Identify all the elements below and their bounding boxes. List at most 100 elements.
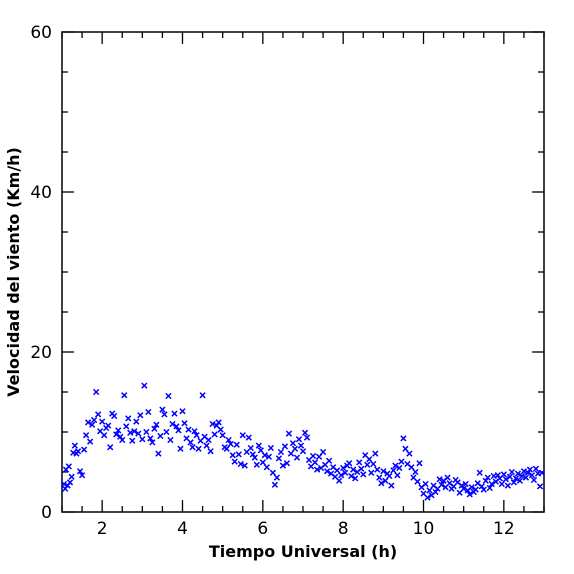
data-point bbox=[436, 476, 443, 483]
data-point bbox=[179, 408, 186, 415]
data-point bbox=[488, 480, 495, 488]
data-point bbox=[211, 431, 218, 438]
data-point bbox=[155, 450, 162, 457]
data-point bbox=[235, 451, 242, 458]
data-point bbox=[506, 473, 513, 480]
data-point bbox=[187, 439, 194, 446]
x-tick-label: 10 bbox=[413, 519, 435, 539]
data-point bbox=[113, 431, 120, 438]
data-point bbox=[159, 406, 166, 413]
data-point bbox=[281, 443, 289, 450]
data-point bbox=[334, 467, 341, 474]
data-point bbox=[207, 448, 214, 455]
data-point bbox=[392, 462, 399, 469]
data-point bbox=[95, 411, 102, 418]
data-point bbox=[217, 426, 224, 433]
data-point bbox=[426, 487, 433, 494]
data-point bbox=[319, 448, 327, 456]
data-point bbox=[265, 453, 272, 460]
data-point bbox=[438, 481, 445, 488]
data-point bbox=[532, 465, 540, 472]
data-point bbox=[500, 471, 507, 478]
data-point bbox=[167, 436, 174, 444]
data-point bbox=[528, 472, 536, 479]
data-point bbox=[137, 412, 144, 419]
data-point bbox=[512, 475, 520, 482]
data-point bbox=[382, 477, 389, 484]
data-point bbox=[165, 392, 172, 400]
data-point bbox=[101, 432, 108, 439]
data-point bbox=[390, 467, 397, 474]
data-point bbox=[504, 482, 511, 489]
data-point bbox=[522, 474, 530, 481]
y-tick-label: 60 bbox=[30, 23, 52, 43]
data-point bbox=[518, 472, 526, 480]
data-point bbox=[303, 434, 311, 441]
data-point bbox=[84, 419, 92, 426]
data-point bbox=[352, 475, 359, 482]
data-point bbox=[484, 474, 491, 481]
data-point bbox=[267, 444, 274, 452]
data-point bbox=[396, 464, 403, 472]
data-point bbox=[263, 464, 270, 471]
data-point bbox=[295, 436, 303, 443]
data-point bbox=[191, 428, 198, 435]
data-point bbox=[203, 442, 210, 449]
data-point bbox=[460, 485, 467, 492]
tick-labels: 2 4 6 8 10 12 0 20 40 60 bbox=[30, 23, 514, 539]
data-point bbox=[93, 388, 100, 396]
data-point bbox=[271, 481, 279, 488]
data-point bbox=[115, 427, 122, 434]
data-point bbox=[378, 480, 385, 487]
data-point bbox=[78, 472, 86, 479]
data-point bbox=[205, 436, 212, 444]
data-point bbox=[476, 469, 483, 476]
data-point bbox=[283, 460, 291, 467]
x-tick-label: 2 bbox=[97, 519, 108, 539]
data-point bbox=[161, 411, 168, 418]
data-point bbox=[185, 426, 192, 433]
data-point bbox=[74, 448, 82, 455]
data-point bbox=[311, 459, 319, 466]
data-point bbox=[323, 468, 331, 475]
data-point bbox=[336, 477, 343, 484]
data-point bbox=[277, 448, 285, 456]
y-tick-label: 40 bbox=[30, 183, 52, 203]
data-point bbox=[402, 445, 409, 452]
data-point bbox=[524, 469, 532, 476]
data-point bbox=[299, 448, 307, 455]
data-point bbox=[394, 472, 401, 479]
data-point bbox=[508, 468, 515, 476]
data-point bbox=[466, 491, 473, 498]
data-point bbox=[157, 432, 164, 440]
data-point bbox=[173, 423, 180, 430]
data-point bbox=[229, 452, 236, 459]
data-point bbox=[181, 420, 188, 427]
data-point bbox=[88, 421, 96, 428]
data-point bbox=[82, 432, 90, 439]
data-point bbox=[119, 436, 126, 444]
data-point bbox=[498, 480, 505, 488]
data-point bbox=[366, 456, 373, 463]
data-point bbox=[536, 483, 544, 490]
data-point bbox=[520, 468, 528, 475]
data-point bbox=[444, 474, 451, 481]
data-point bbox=[315, 453, 323, 460]
y-tick-label: 20 bbox=[30, 343, 52, 363]
data-point bbox=[193, 432, 200, 439]
data-point bbox=[342, 469, 349, 476]
data-point bbox=[80, 446, 88, 453]
data-point bbox=[199, 392, 206, 399]
data-point bbox=[99, 418, 106, 425]
data-point bbox=[195, 445, 202, 452]
data-point bbox=[356, 459, 363, 466]
data-point bbox=[60, 480, 68, 488]
data-point bbox=[406, 450, 413, 457]
data-point bbox=[538, 469, 546, 476]
data-point bbox=[376, 474, 383, 481]
data-point bbox=[129, 437, 136, 444]
data-point bbox=[374, 466, 381, 473]
data-point bbox=[398, 458, 405, 465]
data-point bbox=[422, 480, 429, 488]
